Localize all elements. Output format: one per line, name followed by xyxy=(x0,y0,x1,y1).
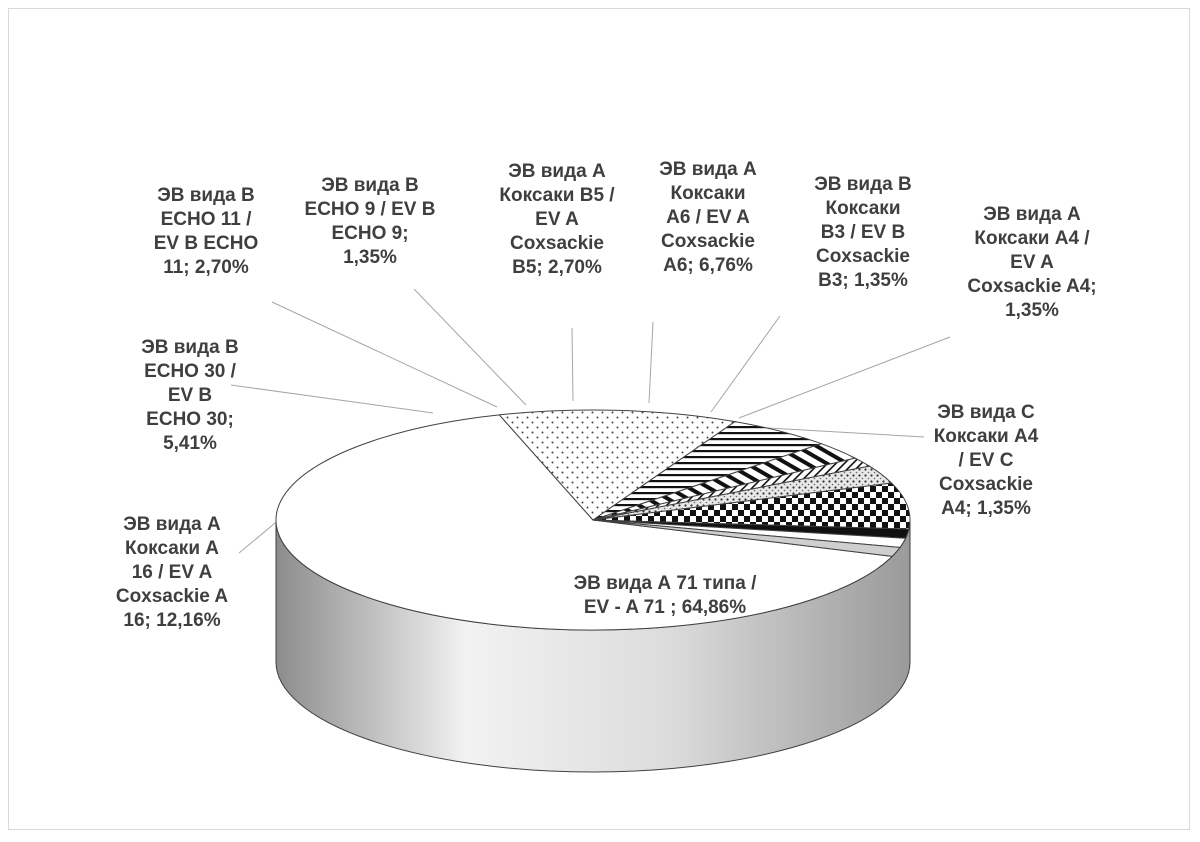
data-label-9: ЭВ вида А Коксаки А4 / EV A Coxsackie A4; 1,… xyxy=(967,204,1096,321)
data-label-5: ЭВ вида В ЕСНО 9 / EV B ECHO 9; 1,35% xyxy=(305,175,436,268)
data-label-4-line-3: EV B ECHO xyxy=(154,233,259,254)
leader-lines xyxy=(230,288,951,554)
data-label-6-line-1: ЭВ вида А xyxy=(508,161,606,182)
leader-line-9 xyxy=(738,336,951,419)
data-label-10-line-3: / EV C xyxy=(959,450,1014,471)
data-label-4-line-4: 11; 2,70% xyxy=(163,257,249,278)
data-label-8-line-2: Коксаки xyxy=(825,198,900,219)
data-label-10: ЭВ вида С Коксаки А4 / EV C Coxsackie A4; 1,… xyxy=(934,402,1039,519)
data-label-10-line-2: Коксаки А4 xyxy=(934,426,1039,447)
data-label-1-line-2: EV - A 71 ; 64,86% xyxy=(584,597,746,618)
leader-line-6 xyxy=(571,327,574,402)
data-label-3-line-1: ЭВ вида В xyxy=(141,337,239,358)
data-label-3-line-3: EV B xyxy=(168,385,212,406)
data-label-6-line-3: EV A xyxy=(535,209,579,230)
data-label-2-line-1: ЭВ вида А xyxy=(123,514,221,535)
data-label-8-line-1: ЭВ вида В xyxy=(814,174,912,195)
leader-line-8 xyxy=(710,315,781,413)
data-label-4-line-1: ЭВ вида В xyxy=(157,185,255,206)
pie-slice-10 xyxy=(592,519,901,557)
data-label-2-line-5: 16; 12,16% xyxy=(123,610,220,631)
data-label-2-line-2: Коксаки А xyxy=(125,538,219,559)
data-label-5-line-3: ECHO 9; xyxy=(331,223,408,244)
data-label-2-line-3: 16 / EV A xyxy=(132,562,213,583)
data-label-8-line-4: Coxsackie xyxy=(816,246,910,267)
data-label-9-line-4: Coxsackie A4; xyxy=(967,276,1096,297)
leader-line-7 xyxy=(648,321,654,404)
leader-line-3 xyxy=(230,384,434,414)
data-label-8-line-5: B3; 1,35% xyxy=(818,270,908,291)
pie-slice-1 xyxy=(275,414,894,631)
data-label-7-line-2: Коксаки xyxy=(670,183,745,204)
data-label-2-line-4: Coxsackie A xyxy=(116,586,229,607)
data-label-7-line-1: ЭВ вида А xyxy=(659,159,757,180)
leader-line-4 xyxy=(271,301,498,408)
data-label-4-line-2: ЕСНО 11 / xyxy=(161,209,253,230)
data-label-3-line-5: 5,41% xyxy=(163,433,217,454)
data-label-2: ЭВ вида А Коксаки А 16 / EV A Coxsackie A 16… xyxy=(116,514,229,631)
data-label-7: ЭВ вида А Коксаки А6 / EV A Coxsackie A6; 6,… xyxy=(659,159,757,276)
data-label-6-line-5: B5; 2,70% xyxy=(512,257,602,278)
data-label-6-line-4: Coxsackie xyxy=(510,233,604,254)
data-label-9-line-1: ЭВ вида А xyxy=(983,204,1081,225)
data-label-1-line-1: ЭВ вида А 71 типа / xyxy=(574,573,758,594)
data-label-7-line-4: Coxsackie xyxy=(661,231,755,252)
pie-slices xyxy=(275,409,911,631)
data-label-3-line-4: ECHO 30; xyxy=(146,409,234,430)
data-label-10-line-5: A4; 1,35% xyxy=(941,498,1031,519)
data-label-9-line-2: Коксаки А4 / xyxy=(974,228,1090,249)
data-label-10-line-4: Coxsackie xyxy=(939,474,1033,495)
data-label-4: ЭВ вида В ЕСНО 11 / EV B ECHO 11; 2,70% xyxy=(154,185,259,278)
leader-line-5 xyxy=(413,288,527,406)
data-label-8: ЭВ вида В Коксаки В3 / EV B Coxsackie B3; 1,… xyxy=(814,174,912,291)
data-label-7-line-3: А6 / EV A xyxy=(666,207,750,228)
data-label-8-line-3: В3 / EV B xyxy=(821,222,905,243)
pie-slice-2 xyxy=(498,409,737,521)
data-label-9-line-5: 1,35% xyxy=(1005,300,1059,321)
data-label-9-line-3: EV A xyxy=(1010,252,1054,273)
data-label-6: ЭВ вида А Коксаки В5 / EV A Coxsackie B5; 2,… xyxy=(499,161,615,278)
data-label-1: ЭВ вида А 71 типа / EV - A 71 ; 64,86% xyxy=(574,573,758,618)
data-labels: ЭВ вида А 71 типа / EV - A 71 ; 64,86%ЭВ … xyxy=(116,159,1097,631)
data-label-3: ЭВ вида В ЕСНО 30 / EV B ECHO 30; 5,41% xyxy=(141,337,239,454)
data-label-5-line-4: 1,35% xyxy=(343,247,397,268)
data-label-5-line-2: ЕСНО 9 / EV B xyxy=(305,199,436,220)
data-label-6-line-2: Коксаки В5 / xyxy=(499,185,615,206)
pie-slice-7 xyxy=(592,482,911,530)
data-label-10-line-1: ЭВ вида С xyxy=(937,402,1035,423)
data-label-3-line-2: ЕСНО 30 / xyxy=(144,361,237,382)
leader-line-10 xyxy=(750,426,925,438)
data-label-5-line-1: ЭВ вида В xyxy=(321,175,419,196)
data-label-7-line-5: A6; 6,76% xyxy=(663,255,753,276)
